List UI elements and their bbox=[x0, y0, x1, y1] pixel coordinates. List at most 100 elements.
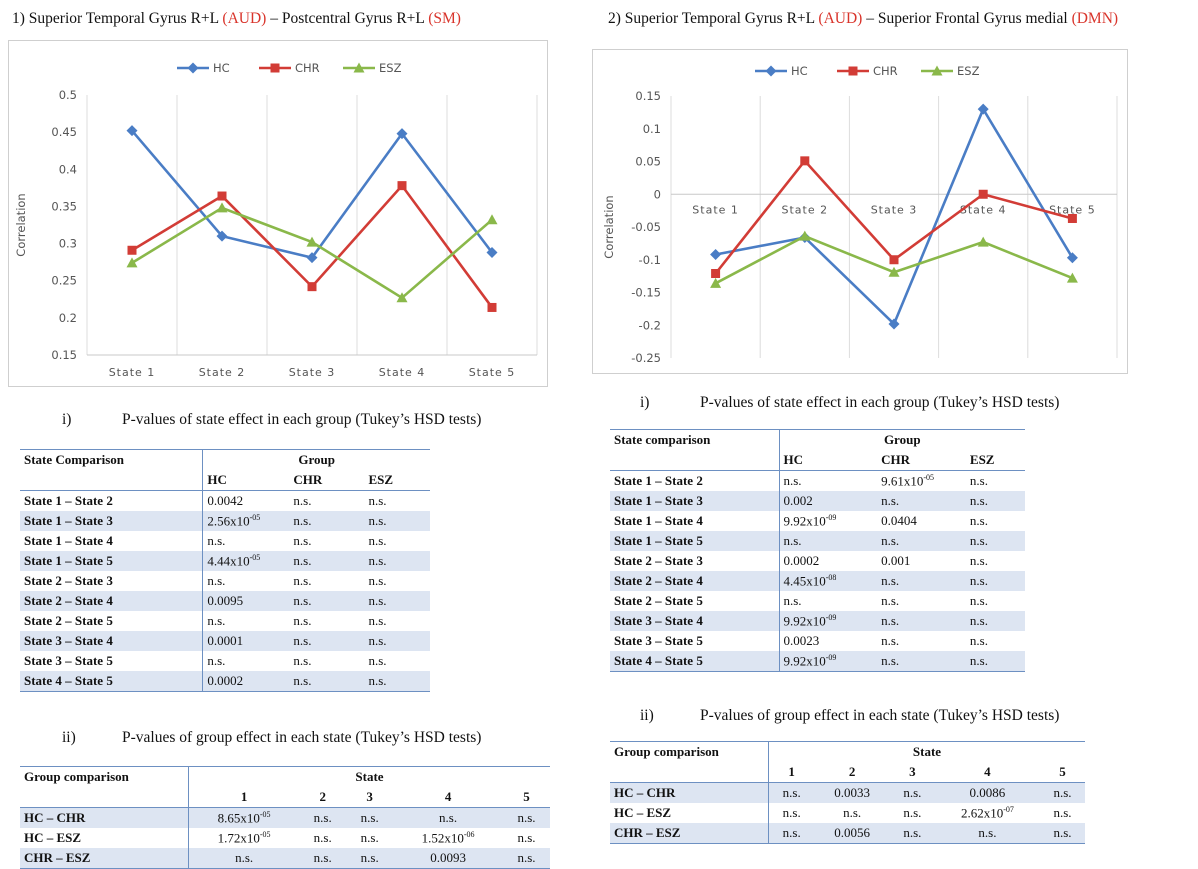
panel1-sub2-text: P-values of group effect in each state (… bbox=[122, 729, 482, 746]
cell-hc: 0.0095 bbox=[202, 591, 290, 611]
panel2-sub2-title: ii) P-values of group effect in each stat… bbox=[640, 707, 1059, 725]
table-row: State 2 – State 3 0.0002 0.001 n.s. bbox=[610, 551, 1025, 571]
legend-label-hc: HC bbox=[213, 61, 230, 75]
cell-chr: n.s. bbox=[877, 491, 966, 511]
cell-chr: n.s. bbox=[293, 493, 312, 508]
x-tick-label: State 4 bbox=[960, 203, 1007, 216]
data-point-hc bbox=[306, 252, 318, 264]
panel1-sub1-num: i) bbox=[62, 411, 72, 428]
legend-marker-esz bbox=[353, 62, 365, 73]
cell-state-1: n.s. bbox=[768, 782, 815, 803]
legend-label-chr: CHR bbox=[295, 61, 320, 75]
row-label: State 1 – State 5 bbox=[20, 551, 204, 571]
table-row: State 1 – State 3 2.56x10-05 n.s. n.s. bbox=[20, 511, 430, 531]
cell-state-4: n.s. bbox=[393, 807, 503, 828]
cell-state-2: n.s. bbox=[313, 830, 332, 845]
cell-hc: 0.0002 bbox=[202, 671, 290, 692]
y-tick-label: -0.1 bbox=[639, 253, 661, 267]
data-point-hc bbox=[396, 128, 408, 140]
panel1-title-part: 1) Superior Temporal Gyrus R+L bbox=[12, 10, 223, 27]
data-point-esz bbox=[888, 266, 900, 277]
row-label: State 4 – State 5 bbox=[20, 671, 204, 692]
panel2-title: 2) Superior Temporal Gyrus R+L (AUD) – S… bbox=[608, 10, 1118, 28]
row-label: State 1 – State 2 bbox=[610, 470, 780, 491]
cell-hc: 4.44x10-05 bbox=[202, 551, 290, 571]
cell-chr: n.s. bbox=[877, 611, 966, 631]
data-point-esz bbox=[1066, 272, 1078, 283]
x-tick-label: State 4 bbox=[379, 366, 426, 379]
data-point-hc bbox=[486, 246, 498, 258]
header-col-esz: ESZ bbox=[965, 450, 1025, 471]
header-blank bbox=[610, 762, 769, 783]
table-row: State 3 – State 5 n.s. n.s. n.s. bbox=[20, 651, 430, 671]
cell-chr: n.s. bbox=[289, 551, 365, 571]
x-tick-label: State 5 bbox=[1049, 203, 1096, 216]
row-label: State 2 – State 3 bbox=[20, 571, 204, 591]
y-tick-label: 0 bbox=[654, 187, 661, 201]
row-label: State 2 – State 4 bbox=[20, 591, 204, 611]
panel2-state-effect-table: State comparison Group HC CHR ESZ State 1 – S… bbox=[610, 429, 1025, 672]
x-tick-label: State 2 bbox=[199, 366, 246, 379]
row-label: CHR – ESZ bbox=[610, 823, 769, 844]
x-tick-label: State 5 bbox=[469, 366, 516, 379]
cell-state-5: n.s. bbox=[1040, 782, 1085, 803]
data-point-esz bbox=[486, 214, 498, 225]
x-tick-label: State 3 bbox=[289, 366, 336, 379]
y-tick-label: 0.1 bbox=[643, 122, 661, 136]
cell-state-5: n.s. bbox=[517, 830, 536, 845]
panel2-sub1-title: i) P-values of state effect in each group… bbox=[640, 394, 1059, 412]
cell-state-4: 1.52x10-06 bbox=[421, 829, 475, 846]
header-state-1: 1 bbox=[188, 787, 300, 808]
cell-state-4: n.s. bbox=[934, 823, 1040, 844]
data-point-chr bbox=[217, 191, 227, 201]
cell-state-3: n.s. bbox=[889, 782, 935, 803]
cell-esz: n.s. bbox=[969, 513, 988, 528]
cell-hc: n.s. bbox=[207, 613, 226, 628]
cell-state-3: n.s. bbox=[346, 848, 394, 869]
row-label: State 4 – State 5 bbox=[610, 651, 780, 672]
cell-hc: n.s. bbox=[207, 653, 226, 668]
row-label: HC – CHR bbox=[20, 807, 189, 828]
cell-state-2: n.s. bbox=[843, 805, 862, 820]
chart2-frame: -0.25 -0.2 -0.15 -0.1 -0.05 0 0.05 0.1 0.15 Corre… bbox=[592, 49, 1128, 374]
legend-label-chr: CHR bbox=[873, 64, 898, 78]
header-group: Group bbox=[779, 429, 1025, 450]
cell-state-4: 2.62x10-07 bbox=[960, 804, 1014, 821]
panel1-sub1-text: P-values of state effect in each group (… bbox=[122, 411, 482, 428]
data-point-hc bbox=[126, 125, 138, 137]
row-label: State 3 – State 5 bbox=[610, 631, 780, 651]
data-point-hc bbox=[1066, 252, 1078, 264]
row-label: State 1 – State 4 bbox=[610, 511, 780, 531]
row-label: State 2 – State 5 bbox=[20, 611, 204, 631]
table-row: State 2 – State 4 0.0095 n.s. n.s. bbox=[20, 591, 430, 611]
data-point-hc bbox=[977, 103, 989, 115]
row-label: State 3 – State 4 bbox=[610, 611, 780, 631]
cell-esz: n.s. bbox=[965, 651, 1025, 672]
header-col-chr: CHR bbox=[289, 470, 365, 491]
y-tick-label: 0.15 bbox=[51, 348, 77, 362]
cell-state-4: 0.0086 bbox=[934, 782, 1040, 803]
legend-marker-chr bbox=[848, 66, 858, 76]
y-tick-label: 0.3 bbox=[59, 237, 77, 251]
panel2-sub2-text: P-values of group effect in each state (… bbox=[700, 707, 1060, 724]
data-point-chr bbox=[978, 189, 988, 199]
panel2-sub1-num: i) bbox=[640, 394, 650, 411]
data-point-hc bbox=[888, 318, 900, 330]
y-tick-label: -0.25 bbox=[631, 351, 661, 365]
header-state: State bbox=[768, 741, 1085, 762]
panel2-sub1-text: P-values of state effect in each group (… bbox=[700, 394, 1060, 411]
legend-marker-chr bbox=[270, 63, 280, 73]
x-tick-label: State 1 bbox=[692, 203, 739, 216]
header-state-3: 3 bbox=[889, 762, 935, 783]
table-row: CHR – ESZ n.s. 0.0056 n.s. n.s. n.s. bbox=[610, 823, 1085, 844]
y-tick-label: 0.35 bbox=[51, 199, 77, 213]
cell-esz: n.s. bbox=[368, 493, 387, 508]
legend-label-hc: HC bbox=[791, 64, 808, 78]
cell-state-3: n.s. bbox=[903, 805, 922, 820]
header-col-hc: HC bbox=[202, 470, 290, 491]
row-label: State 1 – State 3 bbox=[610, 491, 780, 511]
row-label: State 3 – State 5 bbox=[20, 651, 204, 671]
header-col-hc: HC bbox=[779, 450, 878, 471]
y-tick-label: 0.15 bbox=[635, 89, 661, 103]
data-point-chr bbox=[1067, 213, 1077, 223]
